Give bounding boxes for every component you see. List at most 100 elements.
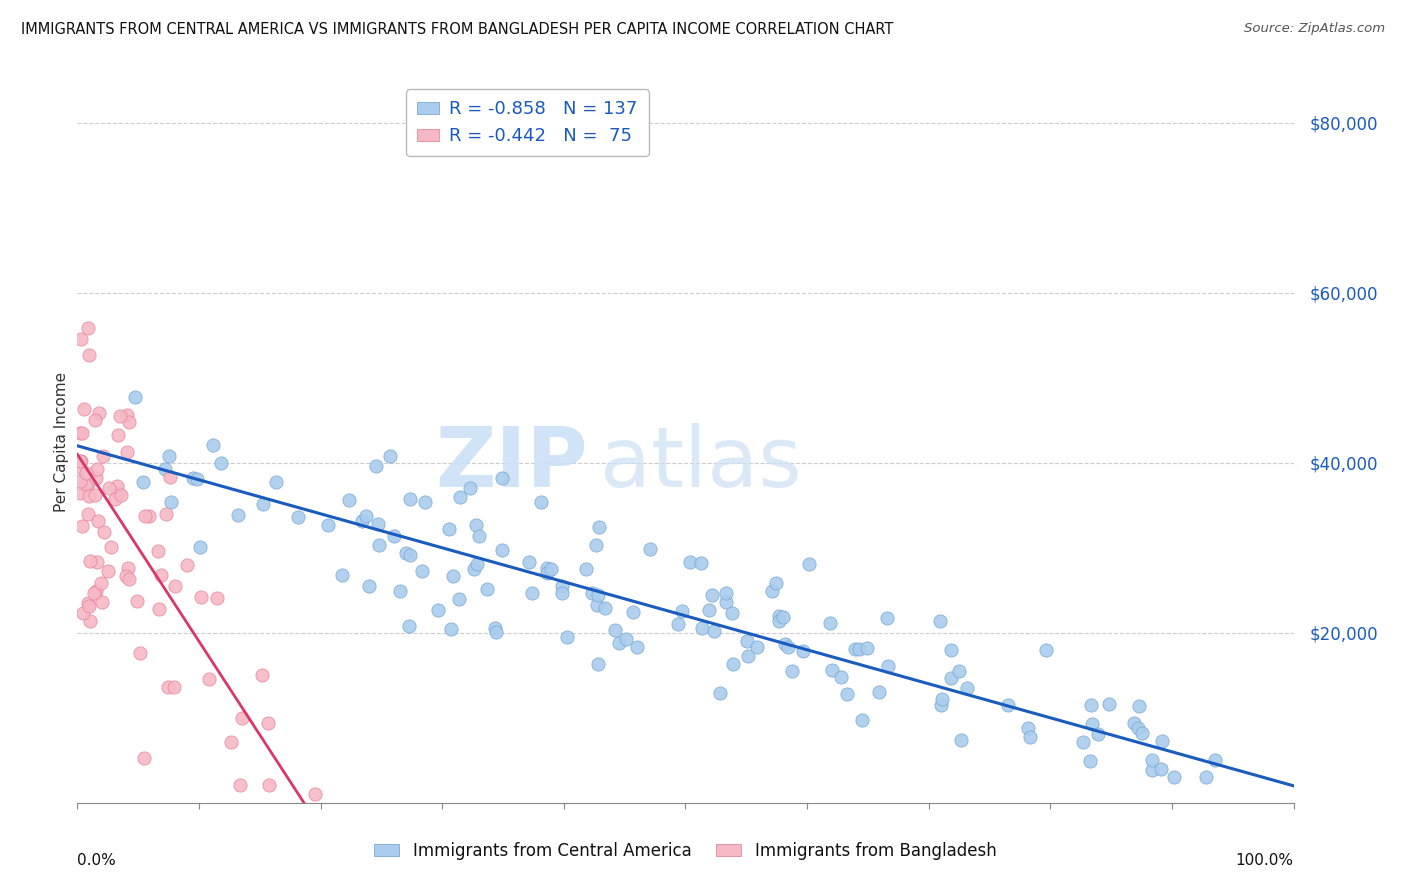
Point: [716, 586, 738, 600]
Point: [709, 686, 731, 700]
Point: [382, 529, 405, 543]
Point: [75, 477, 97, 491]
Point: [666, 617, 689, 632]
Point: [190, 590, 212, 604]
Point: [84, 413, 107, 427]
Point: [77, 599, 100, 614]
Point: [1150, 762, 1173, 776]
Point: [76, 479, 98, 493]
Point: [287, 510, 309, 524]
Point: [679, 555, 702, 569]
Point: [1078, 754, 1101, 768]
Point: [176, 558, 198, 572]
Point: [491, 471, 513, 485]
Point: [90, 576, 112, 591]
Point: [117, 408, 139, 422]
Point: [768, 609, 790, 624]
Point: [108, 409, 131, 424]
Point: [107, 428, 129, 442]
Point: [110, 487, 132, 501]
Point: [690, 556, 713, 570]
Point: [163, 681, 186, 695]
Point: [467, 529, 489, 543]
Point: [588, 588, 610, 602]
Point: [186, 472, 208, 486]
Point: [87, 406, 110, 420]
Point: [491, 542, 513, 557]
Point: [91, 595, 114, 609]
Text: ZIP: ZIP: [436, 423, 588, 504]
Point: [1098, 698, 1121, 712]
Point: [165, 579, 187, 593]
Point: [330, 568, 353, 582]
Point: [160, 495, 183, 509]
Point: [931, 691, 953, 706]
Point: [761, 583, 783, 598]
Point: [997, 698, 1019, 713]
Point: [86, 555, 108, 569]
Point: [475, 582, 498, 596]
Point: [1071, 735, 1094, 749]
Point: [388, 584, 411, 599]
Point: [398, 491, 420, 506]
Y-axis label: Per Capita Income: Per Capita Income: [53, 371, 69, 512]
Point: [129, 646, 152, 660]
Point: [517, 555, 540, 569]
Point: [413, 495, 436, 509]
Point: [352, 514, 374, 528]
Point: [197, 673, 219, 687]
Point: [159, 470, 181, 484]
Point: [1128, 698, 1150, 713]
Point: [821, 663, 844, 677]
Point: [79, 554, 101, 568]
Point: [118, 415, 141, 429]
Point: [1140, 763, 1163, 777]
Text: IMMIGRANTS FROM CENTRAL AMERICA VS IMMIGRANTS FROM BANGLADESH PER CAPITA INCOME : IMMIGRANTS FROM CENTRAL AMERICA VS IMMIG…: [21, 22, 893, 37]
Point: [1204, 754, 1226, 768]
Point: [551, 586, 574, 600]
Point: [775, 637, 797, 651]
Point: [219, 735, 242, 749]
Point: [745, 640, 768, 655]
Point: [105, 479, 128, 493]
Point: [949, 732, 972, 747]
Point: [818, 615, 841, 630]
Point: [1163, 770, 1185, 784]
Point: [830, 670, 852, 684]
Point: [463, 562, 485, 576]
Point: [776, 640, 799, 655]
Point: [536, 566, 558, 581]
Point: [581, 586, 603, 600]
Point: [69, 459, 91, 474]
Point: [188, 541, 211, 555]
Point: [616, 632, 638, 647]
Point: [266, 475, 288, 489]
Point: [77, 596, 100, 610]
Point: [398, 619, 420, 633]
Point: [1123, 715, 1146, 730]
Point: [368, 538, 391, 552]
Point: [939, 642, 962, 657]
Point: [117, 572, 139, 586]
Point: [72, 519, 94, 533]
Point: [768, 614, 790, 628]
Point: [782, 665, 804, 679]
Point: [1126, 722, 1149, 736]
Point: [792, 644, 814, 658]
Text: Source: ZipAtlas.com: Source: ZipAtlas.com: [1244, 22, 1385, 36]
Text: atlas: atlas: [600, 423, 801, 504]
Point: [765, 575, 787, 590]
Point: [720, 606, 742, 620]
Point: [73, 401, 96, 416]
Point: [939, 672, 962, 686]
Point: [586, 657, 609, 672]
Point: [115, 445, 138, 459]
Point: [97, 565, 120, 579]
Point: [848, 642, 870, 657]
Point: [252, 497, 274, 511]
Point: [555, 631, 578, 645]
Point: [75, 466, 97, 480]
Point: [1017, 721, 1039, 735]
Point: [100, 540, 122, 554]
Point: [844, 642, 866, 657]
